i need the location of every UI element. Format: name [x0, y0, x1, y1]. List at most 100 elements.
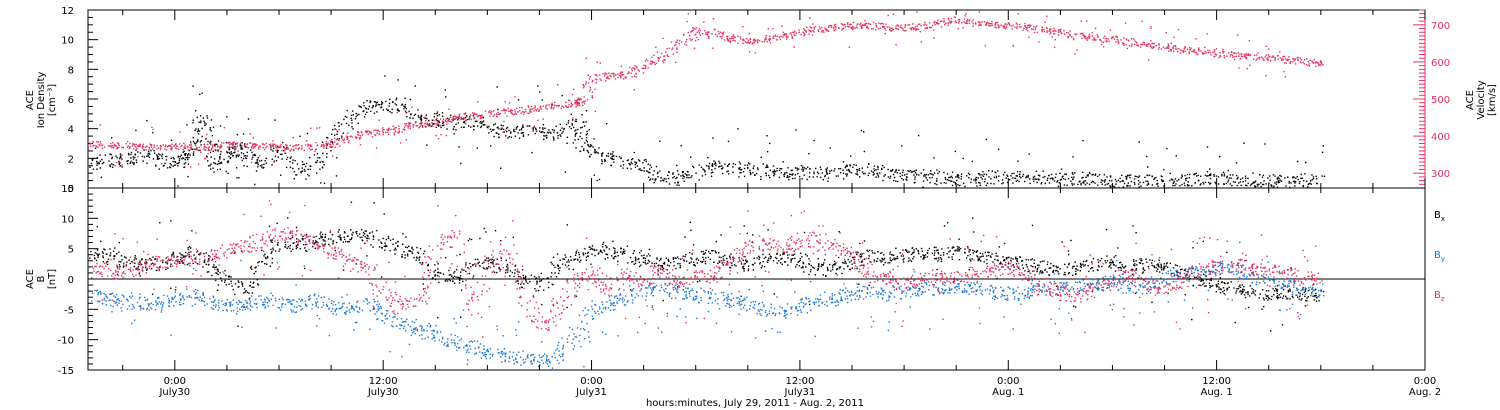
data-point [325, 141, 328, 143]
data-point [955, 22, 958, 24]
data-point [337, 142, 339, 145]
data-point [589, 248, 591, 250]
data-point [1313, 62, 1315, 64]
data-point [687, 13, 690, 15]
data-point [1180, 177, 1182, 179]
data-point [162, 144, 164, 146]
data-point [370, 244, 372, 246]
data-point [1252, 58, 1255, 60]
data-point [527, 105, 529, 107]
data-point [253, 146, 255, 148]
data-point [753, 39, 755, 41]
data-point [834, 25, 837, 27]
data-point [510, 132, 512, 134]
data-point [1292, 61, 1294, 63]
data-point [386, 128, 388, 131]
data-point [799, 257, 801, 260]
data-point [181, 262, 184, 264]
data-point [456, 117, 458, 119]
data-point [502, 125, 504, 127]
data-point [463, 126, 465, 128]
data-point [902, 27, 904, 30]
data-point [232, 144, 234, 147]
data-point [891, 27, 893, 29]
data-point [821, 30, 823, 32]
data-point [1074, 172, 1076, 174]
data-point [405, 236, 407, 238]
data-point [729, 255, 731, 257]
data-point [497, 126, 499, 128]
data-point [1302, 185, 1304, 188]
data-point [550, 276, 552, 278]
data-point [1030, 24, 1032, 27]
data-point [531, 127, 534, 129]
data-point [708, 166, 710, 168]
data-point [798, 260, 800, 262]
data-point [697, 259, 700, 261]
data-point [1131, 45, 1133, 47]
data-point [384, 242, 386, 244]
data-point [1082, 176, 1084, 179]
data-point [330, 238, 332, 240]
data-point [462, 280, 464, 283]
data-point [929, 173, 931, 175]
data-point [250, 142, 252, 144]
data-point [896, 180, 899, 183]
data-point [1109, 176, 1112, 178]
data-point [842, 172, 845, 174]
data-point [643, 167, 645, 169]
data-point [399, 142, 402, 144]
data-point [332, 142, 334, 144]
data-point [419, 125, 421, 127]
data-point [575, 132, 577, 135]
data-point [768, 253, 771, 255]
data-point [307, 168, 309, 171]
data-point [331, 139, 333, 141]
data-point [938, 22, 940, 25]
data-point [922, 169, 925, 171]
data-point [1087, 174, 1089, 176]
data-point [783, 174, 785, 176]
data-point [518, 129, 521, 131]
data-point [408, 124, 410, 126]
data-point [300, 170, 302, 173]
data-point [766, 151, 769, 153]
data-point [988, 176, 990, 178]
data-point [455, 269, 458, 271]
data-point [748, 42, 751, 44]
data-point [829, 172, 831, 174]
data-point [1223, 51, 1225, 53]
data-point [570, 127, 572, 130]
data-point [895, 169, 897, 171]
data-point [1200, 175, 1202, 177]
data-point [918, 174, 920, 176]
data-point [358, 137, 361, 139]
data-point [1053, 27, 1055, 30]
data-point [96, 145, 98, 148]
data-point [377, 103, 379, 106]
data-point [686, 176, 688, 179]
data-point [306, 140, 308, 142]
data-point [389, 111, 391, 113]
data-point [182, 148, 184, 151]
data-point [1186, 185, 1189, 187]
data-point [1079, 33, 1082, 35]
data-point [555, 276, 558, 278]
data-point [822, 30, 824, 32]
data-point [811, 34, 814, 36]
data-point [981, 178, 984, 180]
data-point [320, 145, 322, 147]
data-point [558, 272, 560, 275]
data-point [217, 140, 220, 142]
data-point [780, 35, 782, 38]
data-point [732, 39, 734, 42]
data-point [1232, 52, 1235, 54]
data-point [325, 145, 328, 147]
data-point [723, 259, 725, 262]
data-point [1103, 35, 1106, 37]
data-point [1084, 184, 1087, 186]
data-point [873, 165, 876, 167]
data-point [817, 172, 820, 175]
data-point [660, 257, 662, 260]
data-point [1015, 22, 1018, 24]
